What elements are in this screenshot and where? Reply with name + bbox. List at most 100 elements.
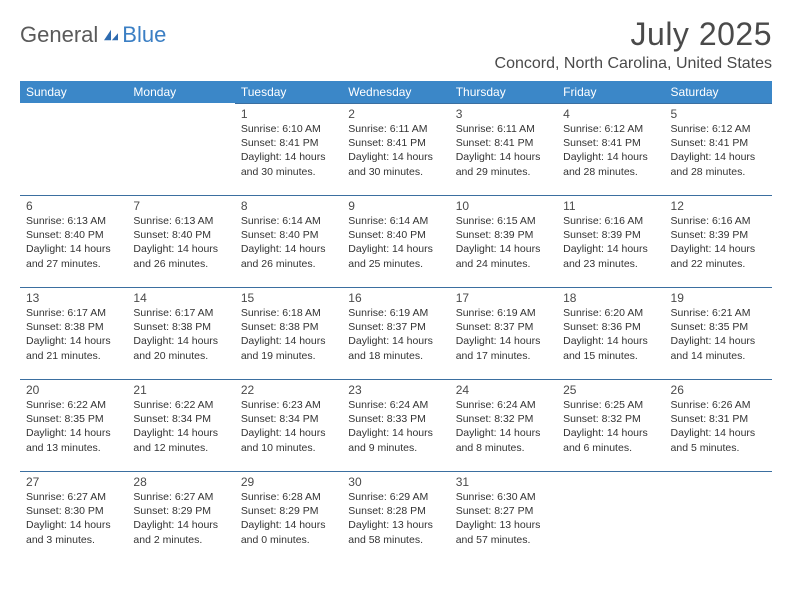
daylight2-text: and 20 minutes.: [133, 349, 228, 363]
sunset-text: Sunset: 8:35 PM: [26, 412, 121, 426]
sunrise-text: Sunrise: 6:16 AM: [671, 214, 766, 228]
sunrise-text: Sunrise: 6:14 AM: [241, 214, 336, 228]
sunset-text: Sunset: 8:37 PM: [456, 320, 551, 334]
calendar-cell: 28Sunrise: 6:27 AMSunset: 8:29 PMDayligh…: [127, 471, 234, 563]
sunset-text: Sunset: 8:27 PM: [456, 504, 551, 518]
daylight1-text: Daylight: 14 hours: [348, 334, 443, 348]
daylight2-text: and 29 minutes.: [456, 165, 551, 179]
sunrise-text: Sunrise: 6:29 AM: [348, 490, 443, 504]
sunrise-text: Sunrise: 6:23 AM: [241, 398, 336, 412]
daylight1-text: Daylight: 14 hours: [241, 242, 336, 256]
sunrise-text: Sunrise: 6:24 AM: [456, 398, 551, 412]
daylight1-text: Daylight: 14 hours: [133, 242, 228, 256]
day-header-thursday: Thursday: [450, 81, 557, 103]
daylight2-text: and 57 minutes.: [456, 533, 551, 547]
day-number: 28: [133, 475, 228, 489]
sunset-text: Sunset: 8:29 PM: [133, 504, 228, 518]
calendar-cell: 18Sunrise: 6:20 AMSunset: 8:36 PMDayligh…: [557, 287, 664, 379]
calendar-cell: 8Sunrise: 6:14 AMSunset: 8:40 PMDaylight…: [235, 195, 342, 287]
calendar-cell: 29Sunrise: 6:28 AMSunset: 8:29 PMDayligh…: [235, 471, 342, 563]
sunrise-text: Sunrise: 6:15 AM: [456, 214, 551, 228]
day-number: 9: [348, 199, 443, 213]
daylight2-text: and 26 minutes.: [133, 257, 228, 271]
calendar-cell: [557, 471, 664, 563]
calendar-cell: 10Sunrise: 6:15 AMSunset: 8:39 PMDayligh…: [450, 195, 557, 287]
calendar-cell: 27Sunrise: 6:27 AMSunset: 8:30 PMDayligh…: [20, 471, 127, 563]
daylight1-text: Daylight: 14 hours: [133, 426, 228, 440]
daylight1-text: Daylight: 14 hours: [133, 334, 228, 348]
day-number: 14: [133, 291, 228, 305]
calendar-cell: 1Sunrise: 6:10 AMSunset: 8:41 PMDaylight…: [235, 103, 342, 195]
day-number: 21: [133, 383, 228, 397]
daylight1-text: Daylight: 14 hours: [348, 426, 443, 440]
sunset-text: Sunset: 8:41 PM: [241, 136, 336, 150]
daylight1-text: Daylight: 14 hours: [563, 426, 658, 440]
calendar-cell: 2Sunrise: 6:11 AMSunset: 8:41 PMDaylight…: [342, 103, 449, 195]
day-number: 23: [348, 383, 443, 397]
calendar-cell: 19Sunrise: 6:21 AMSunset: 8:35 PMDayligh…: [665, 287, 772, 379]
daylight1-text: Daylight: 14 hours: [241, 334, 336, 348]
sunrise-text: Sunrise: 6:13 AM: [26, 214, 121, 228]
daylight2-text: and 9 minutes.: [348, 441, 443, 455]
calendar-table: Sunday Monday Tuesday Wednesday Thursday…: [20, 81, 772, 563]
brand-sail-icon: [102, 28, 120, 42]
daylight2-text: and 26 minutes.: [241, 257, 336, 271]
daylight2-text: and 17 minutes.: [456, 349, 551, 363]
daylight2-text: and 10 minutes.: [241, 441, 336, 455]
daylight2-text: and 25 minutes.: [348, 257, 443, 271]
day-header-wednesday: Wednesday: [342, 81, 449, 103]
day-header-row: Sunday Monday Tuesday Wednesday Thursday…: [20, 81, 772, 103]
calendar-cell: 14Sunrise: 6:17 AMSunset: 8:38 PMDayligh…: [127, 287, 234, 379]
daylight1-text: Daylight: 14 hours: [348, 242, 443, 256]
daylight2-text: and 2 minutes.: [133, 533, 228, 547]
daylight1-text: Daylight: 14 hours: [563, 334, 658, 348]
sunset-text: Sunset: 8:40 PM: [26, 228, 121, 242]
calendar-cell: 4Sunrise: 6:12 AMSunset: 8:41 PMDaylight…: [557, 103, 664, 195]
sunrise-text: Sunrise: 6:30 AM: [456, 490, 551, 504]
day-number: 6: [26, 199, 121, 213]
calendar-cell: 12Sunrise: 6:16 AMSunset: 8:39 PMDayligh…: [665, 195, 772, 287]
day-number: 24: [456, 383, 551, 397]
calendar-week-row: 13Sunrise: 6:17 AMSunset: 8:38 PMDayligh…: [20, 287, 772, 379]
sunset-text: Sunset: 8:41 PM: [456, 136, 551, 150]
calendar-cell: 9Sunrise: 6:14 AMSunset: 8:40 PMDaylight…: [342, 195, 449, 287]
calendar-cell: 30Sunrise: 6:29 AMSunset: 8:28 PMDayligh…: [342, 471, 449, 563]
sunset-text: Sunset: 8:39 PM: [563, 228, 658, 242]
daylight2-text: and 28 minutes.: [671, 165, 766, 179]
day-number: 7: [133, 199, 228, 213]
day-number: 2: [348, 107, 443, 121]
sunset-text: Sunset: 8:38 PM: [133, 320, 228, 334]
sunset-text: Sunset: 8:29 PM: [241, 504, 336, 518]
daylight1-text: Daylight: 13 hours: [456, 518, 551, 532]
daylight2-text: and 18 minutes.: [348, 349, 443, 363]
calendar-body: 1Sunrise: 6:10 AMSunset: 8:41 PMDaylight…: [20, 103, 772, 563]
daylight1-text: Daylight: 14 hours: [563, 150, 658, 164]
sunset-text: Sunset: 8:40 PM: [133, 228, 228, 242]
location-text: Concord, North Carolina, United States: [495, 55, 772, 73]
sunset-text: Sunset: 8:38 PM: [241, 320, 336, 334]
daylight1-text: Daylight: 14 hours: [241, 518, 336, 532]
sunrise-text: Sunrise: 6:18 AM: [241, 306, 336, 320]
daylight1-text: Daylight: 14 hours: [241, 426, 336, 440]
day-header-monday: Monday: [127, 81, 234, 103]
daylight2-text: and 6 minutes.: [563, 441, 658, 455]
daylight1-text: Daylight: 13 hours: [348, 518, 443, 532]
calendar-cell: 20Sunrise: 6:22 AMSunset: 8:35 PMDayligh…: [20, 379, 127, 471]
daylight1-text: Daylight: 14 hours: [456, 242, 551, 256]
sunrise-text: Sunrise: 6:24 AM: [348, 398, 443, 412]
day-number: 30: [348, 475, 443, 489]
daylight2-text: and 3 minutes.: [26, 533, 121, 547]
calendar-cell: 11Sunrise: 6:16 AMSunset: 8:39 PMDayligh…: [557, 195, 664, 287]
daylight1-text: Daylight: 14 hours: [671, 150, 766, 164]
sunset-text: Sunset: 8:41 PM: [348, 136, 443, 150]
daylight2-text: and 14 minutes.: [671, 349, 766, 363]
daylight2-text: and 30 minutes.: [241, 165, 336, 179]
sunset-text: Sunset: 8:40 PM: [241, 228, 336, 242]
calendar-week-row: 1Sunrise: 6:10 AMSunset: 8:41 PMDaylight…: [20, 103, 772, 195]
day-number: 26: [671, 383, 766, 397]
calendar-cell: 31Sunrise: 6:30 AMSunset: 8:27 PMDayligh…: [450, 471, 557, 563]
calendar-cell: [127, 103, 234, 195]
calendar-cell: 15Sunrise: 6:18 AMSunset: 8:38 PMDayligh…: [235, 287, 342, 379]
calendar-cell: 5Sunrise: 6:12 AMSunset: 8:41 PMDaylight…: [665, 103, 772, 195]
calendar-week-row: 27Sunrise: 6:27 AMSunset: 8:30 PMDayligh…: [20, 471, 772, 563]
